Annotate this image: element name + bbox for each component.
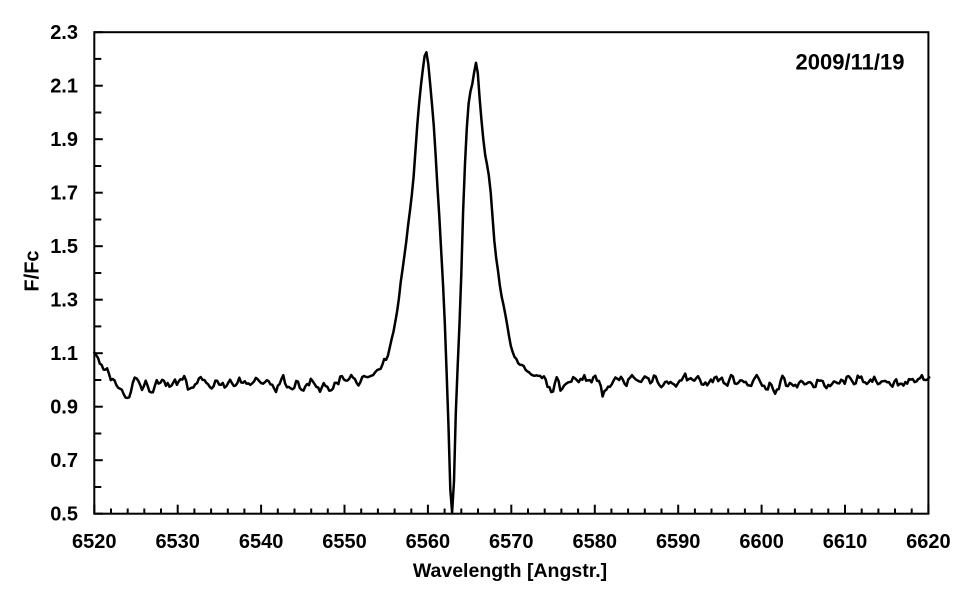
- svg-text:0.9: 0.9: [50, 396, 78, 418]
- svg-text:2.3: 2.3: [50, 22, 78, 44]
- svg-text:0.7: 0.7: [50, 450, 78, 472]
- svg-text:6530: 6530: [155, 531, 200, 553]
- svg-text:2.1: 2.1: [50, 75, 78, 97]
- svg-text:0.5: 0.5: [50, 503, 78, 525]
- svg-text:6590: 6590: [656, 531, 701, 553]
- svg-text:1.7: 1.7: [50, 182, 78, 204]
- svg-text:Wavelength [Angstr.]: Wavelength [Angstr.]: [413, 560, 607, 582]
- svg-text:2009/11/19: 2009/11/19: [796, 50, 905, 75]
- svg-text:6560: 6560: [406, 531, 451, 553]
- svg-text:6600: 6600: [739, 531, 784, 553]
- svg-text:6610: 6610: [823, 531, 868, 553]
- svg-text:1.3: 1.3: [50, 289, 78, 311]
- svg-text:1.9: 1.9: [50, 129, 78, 151]
- svg-text:6550: 6550: [322, 531, 367, 553]
- svg-text:F/Fc: F/Fc: [22, 250, 44, 291]
- svg-text:1.1: 1.1: [50, 343, 78, 365]
- svg-text:6570: 6570: [489, 531, 534, 553]
- svg-text:1.5: 1.5: [50, 236, 78, 258]
- svg-text:6620: 6620: [906, 531, 951, 553]
- svg-text:6520: 6520: [72, 531, 117, 553]
- svg-text:6580: 6580: [573, 531, 618, 553]
- svg-text:6540: 6540: [239, 531, 284, 553]
